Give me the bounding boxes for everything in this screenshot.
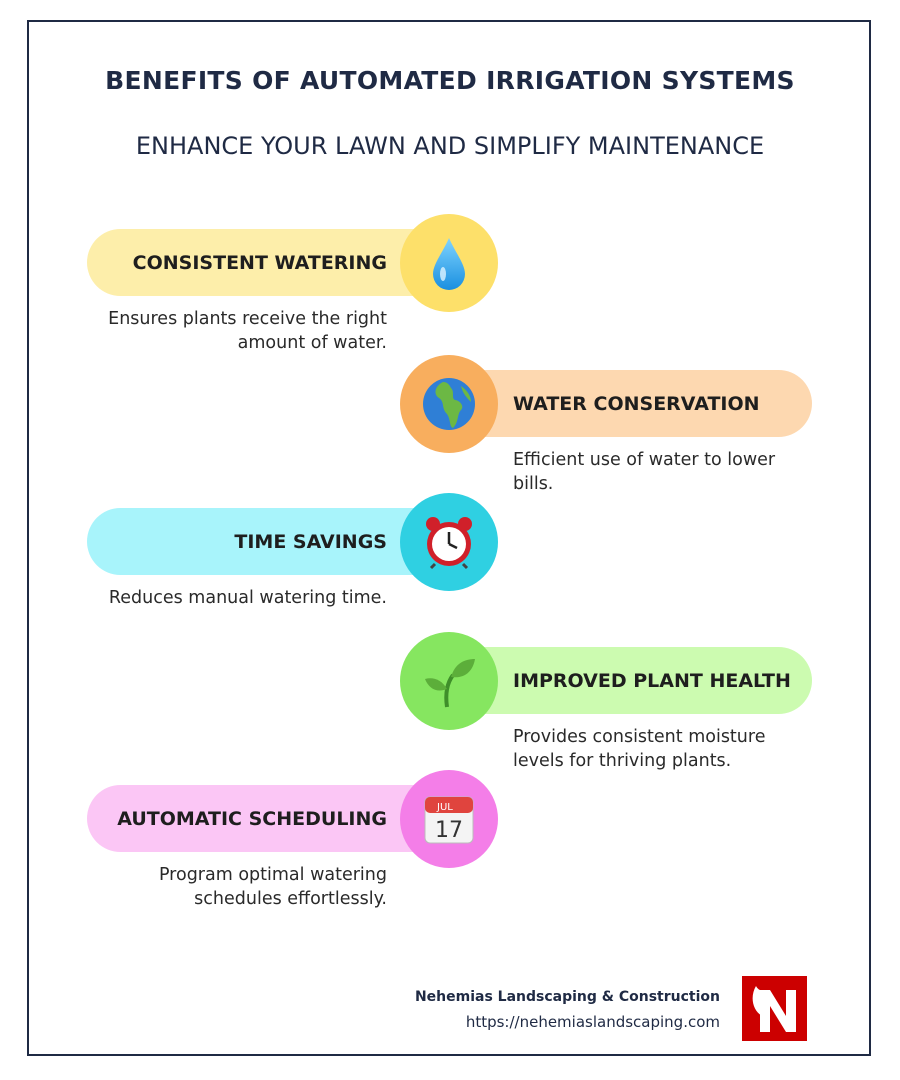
company-logo (742, 976, 807, 1041)
benefit-title: AUTOMATIC SCHEDULING (117, 807, 387, 830)
benefit-description: Efficient use of water to lower bills. (513, 450, 776, 494)
company-name: Nehemias Landscaping & Construction (414, 989, 720, 1005)
company-url[interactable]: https://nehemiaslandscaping.com (465, 1013, 720, 1031)
benefit-description: Ensures plants receive the right amount … (108, 309, 387, 353)
benefit-description: Reduces manual watering time. (108, 588, 387, 608)
benefit-title: IMPROVED PLANT HEALTH (513, 669, 791, 692)
page-subtitle: ENHANCE YOUR LAWN AND SIMPLIFY MAINTENAN… (135, 132, 765, 160)
benefit-title: CONSISTENT WATERING (132, 251, 387, 274)
calendar-icon: JUL 17 (400, 770, 498, 868)
globe-icon (400, 355, 498, 453)
benefit-description: Program optimal watering schedules effor… (158, 865, 387, 909)
benefit-title: WATER CONSERVATION (513, 392, 760, 415)
benefit-description: Provides consistent moisture levels for … (513, 727, 766, 771)
infographic-frame (27, 20, 871, 1056)
calendar-day: 17 (435, 818, 463, 843)
water-drop-icon (400, 214, 498, 312)
alarm-clock-icon (400, 493, 498, 591)
benefit-title: TIME SAVINGS (234, 530, 387, 553)
calendar-month: JUL (436, 802, 453, 813)
page-title: BENEFITS OF AUTOMATED IRRIGATION SYSTEMS (105, 66, 795, 95)
seedling-icon (400, 632, 498, 730)
